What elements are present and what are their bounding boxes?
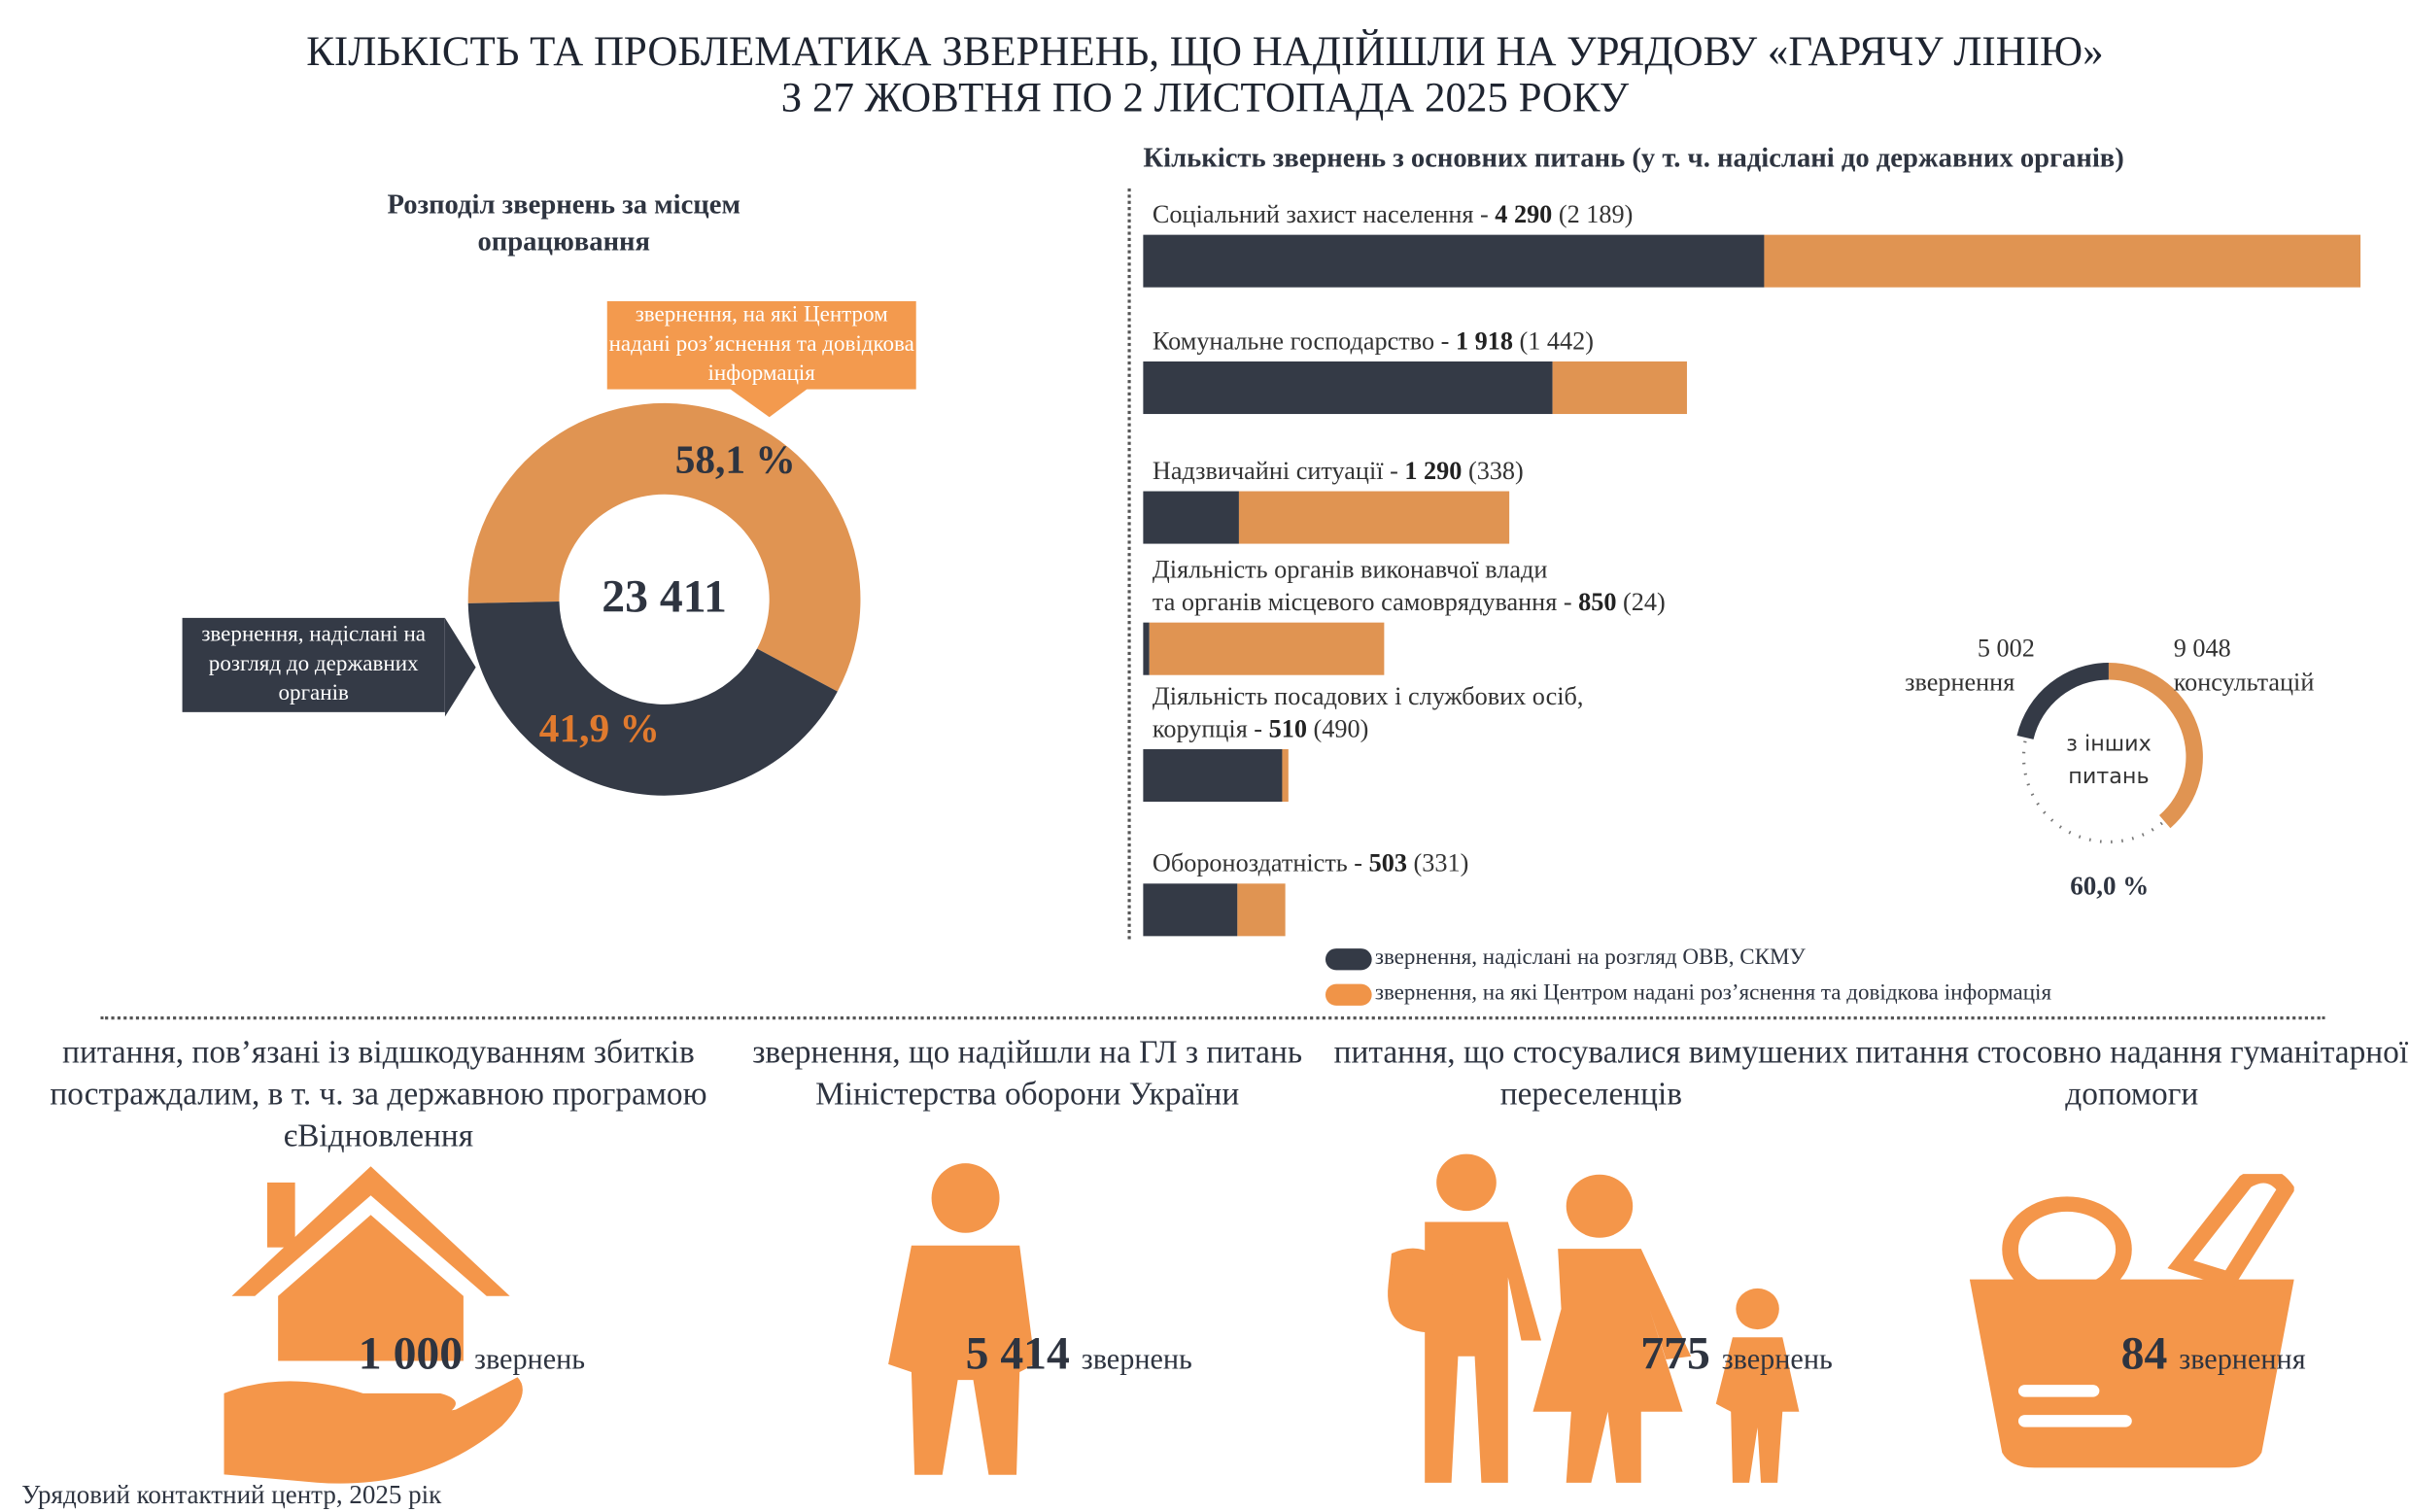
stat-value: 84 звернення	[2120, 1328, 2306, 1380]
gauge-center-l2: питань	[2068, 764, 2150, 790]
bar-total: 503	[1368, 847, 1407, 877]
callout-orange: звернення, на які Центром надані роз’ясн…	[606, 300, 916, 390]
bar-chart-title: Кількість звернень з основних питань (у …	[1143, 142, 2124, 174]
title-line-2: З 27 ЖОВТНЯ ПО 2 ЛИСТОПАДА 2025 РОКУ	[780, 74, 1630, 120]
bar-sent	[1143, 622, 1151, 675]
bar-total: 510	[1268, 713, 1307, 743]
stat-caption: питання стосовно надання гуманітарної до…	[1855, 1033, 2409, 1113]
bar-sent	[1143, 491, 1240, 544]
stat-unit: звернень	[1081, 1344, 1192, 1377]
dark-percent: 41,9 %	[538, 705, 660, 751]
bar-label-line: Обороноздатність - 503 (331)	[1152, 847, 1469, 877]
bar-answered	[1150, 622, 1385, 675]
callout-dark: звернення, надіслані на розгляд до держа…	[182, 617, 445, 712]
bar-label-line: Діяльність посадових і службових осіб,	[1152, 681, 1584, 711]
gauge-label-left: звернення	[1905, 667, 2015, 697]
donut-slice-sent	[467, 601, 838, 796]
gauge-count-left: 5 002	[1977, 633, 2035, 663]
bar-label: Діяльність посадових і службових осіб, ко…	[1153, 679, 1584, 744]
donut-total: 23 411	[602, 571, 727, 623]
gauge-center-label: з інших питань	[2031, 729, 2186, 794]
gauge-label-right: консультацій	[2173, 667, 2315, 697]
bar-answered	[1552, 361, 1688, 415]
stat-value: 775 звернень	[1640, 1328, 1833, 1380]
food-basket-icon	[1969, 1168, 2296, 1483]
legend: звернення, надіслані на розгляд ОВВ, СКМ…	[1325, 945, 2052, 1008]
page-title: КІЛЬКІСТЬ ТА ПРОБЛЕМАТИКА ЗВЕРНЕНЬ, ЩО Н…	[0, 28, 2410, 120]
stat-value: 1 000 звернень	[358, 1328, 586, 1380]
bar-label-line: Соціальний захист населення - 4 290 (2 1…	[1152, 199, 1634, 229]
stat-value: 5 414 звернень	[965, 1328, 1192, 1380]
donut-chart	[467, 402, 861, 796]
bar-label: Соціальний захист населення - 4 290 (2 1…	[1153, 197, 1633, 229]
donut-slice-answered	[467, 402, 861, 692]
bar-label: Діяльність органів виконавчої влади та ор…	[1153, 553, 1666, 618]
stat-caption: питання, що стосувалися вимушених пересе…	[1333, 1033, 1849, 1113]
bar-sent	[1143, 234, 1765, 288]
section-divider	[100, 1016, 2325, 1020]
bar-total: 1 918	[1455, 326, 1513, 356]
bar-total: 4 290	[1495, 199, 1553, 229]
other-gauge	[2016, 662, 2203, 843]
footer-source: Урядовий контактний центр, 2025 рік	[21, 1479, 442, 1510]
legend-item-answered: звернення, на які Центром надані роз’ясн…	[1325, 980, 2052, 1007]
stat-caption: питання, пов’язані із відшкодуванням зби…	[50, 1033, 707, 1154]
bar-label-line: корупція - 510 (490)	[1152, 713, 1369, 743]
bar-label: Обороноздатність - 503 (331)	[1153, 846, 1468, 878]
legend-swatch-dark	[1325, 947, 1372, 970]
bar-answered	[1239, 491, 1510, 544]
gauge-arc-requests	[2016, 662, 2109, 739]
legend-label: звернення, надіслані на розгляд ОВВ, СКМ…	[1374, 945, 1806, 971]
bar-label-line: Комунальне господарство - 1 918 (1 442)	[1152, 326, 1595, 356]
orange-percent: 58,1 %	[674, 436, 796, 482]
house-hand-icon	[224, 1166, 534, 1498]
family-icon	[1375, 1151, 1808, 1498]
bar-sent	[1143, 883, 1238, 937]
bar-sent	[1143, 361, 1553, 415]
legend-label: звернення, на які Центром надані роз’ясн…	[1374, 980, 2052, 1006]
bar-total: 1 290	[1404, 455, 1463, 486]
stat-unit: звернень	[1721, 1344, 1833, 1377]
bar-answered	[1282, 749, 1289, 803]
gauge-arc-consultations	[2108, 662, 2203, 829]
gauge-count-right: 9 048	[2173, 633, 2231, 663]
gauge-percent: 60,0 %	[2070, 871, 2150, 901]
bar-label-line: та органів місцевого самоврядування - 85…	[1152, 587, 1666, 617]
donut-title: Розподіл звернень за місцем опрацювання	[387, 188, 740, 257]
bar-label-line: Надзвичайні ситуації - 1 290 (338)	[1152, 455, 1524, 486]
soldier-icon	[880, 1158, 1050, 1498]
bar-axis	[1127, 188, 1131, 940]
callout-orange-pointer	[726, 386, 811, 418]
bar-label: Комунальне господарство - 1 918 (1 442)	[1153, 325, 1594, 357]
bar-label: Надзвичайні ситуації - 1 290 (338)	[1153, 454, 1524, 486]
bar-label-line: Діяльність органів виконавчої влади	[1152, 554, 1548, 584]
bar-sent	[1143, 749, 1283, 803]
legend-swatch-orange	[1325, 982, 1372, 1006]
bar-answered	[1237, 883, 1287, 937]
title-line-1: КІЛЬКІСТЬ ТА ПРОБЛЕМАТИКА ЗВЕРНЕНЬ, ЩО Н…	[306, 27, 2104, 75]
stat-unit: звернення	[2179, 1344, 2306, 1377]
stat-caption: звернення, що надійшли на ГЛ з питань Мі…	[752, 1033, 1303, 1113]
legend-item-sent: звернення, надіслані на розгляд ОВВ, СКМ…	[1325, 945, 2051, 972]
stat-unit: звернень	[474, 1344, 586, 1377]
bar-total: 850	[1578, 587, 1617, 617]
bar-answered	[1764, 234, 2361, 288]
callout-dark-pointer	[444, 617, 476, 717]
gauge-center-l1: з інших	[2066, 732, 2152, 757]
